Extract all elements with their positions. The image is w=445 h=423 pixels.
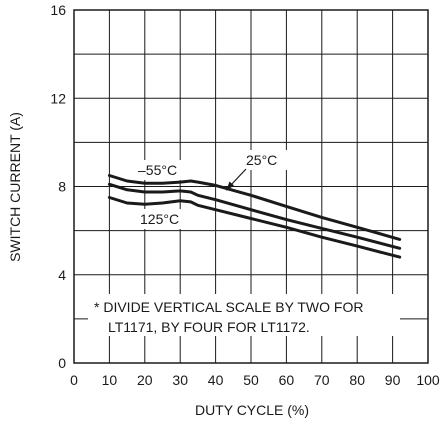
x-tick-label: 90 bbox=[385, 372, 401, 388]
leader-arrowhead-25 bbox=[226, 181, 234, 191]
x-tick-label: 50 bbox=[243, 372, 259, 388]
note-bg bbox=[88, 294, 400, 336]
series-label-minus55: –55°C bbox=[138, 162, 177, 178]
y-tick-label: 12 bbox=[50, 90, 66, 106]
series-line-0 bbox=[107, 174, 402, 241]
series-line-1 bbox=[107, 182, 402, 250]
plot-frame bbox=[73, 9, 429, 364]
annotations: –55°C 25°C 125°C * DIVIDE VERTICAL SCALE… bbox=[88, 150, 400, 336]
leader-line-25 bbox=[229, 168, 247, 187]
x-tick-label: 80 bbox=[349, 372, 365, 388]
series-group bbox=[107, 174, 402, 259]
note-line-2: LT1171, BY FOUR FOR LT1172. bbox=[108, 319, 310, 335]
x-tick-label: 40 bbox=[208, 372, 224, 388]
x-axis-label: DUTY CYCLE (%) bbox=[195, 402, 309, 418]
x-tick-label: 60 bbox=[279, 372, 295, 388]
x-tick-label: 70 bbox=[314, 372, 330, 388]
x-tick-label: 10 bbox=[102, 372, 118, 388]
y-tick-label: 16 bbox=[50, 2, 66, 18]
y-axis-label: SWITCH CURRENT (A) bbox=[7, 112, 23, 262]
x-tick-label: 30 bbox=[172, 372, 188, 388]
y-tick-label: 4 bbox=[58, 267, 66, 283]
series-line-2 bbox=[107, 196, 402, 259]
y-tick-label: 0 bbox=[58, 355, 66, 371]
label-bg-125 bbox=[139, 209, 192, 229]
x-tick-label: 0 bbox=[70, 372, 78, 388]
label-bg-minus55 bbox=[137, 160, 185, 180]
x-tick-label: 20 bbox=[137, 372, 153, 388]
note-line-1: * DIVIDE VERTICAL SCALE BY TWO FOR bbox=[94, 299, 363, 315]
tick-labels: 0 10 20 30 40 50 60 70 80 90 100 0 4 8 12 16 bbox=[50, 2, 439, 388]
series-label-125: 125°C bbox=[140, 211, 179, 227]
x-tick-label: 100 bbox=[416, 372, 440, 388]
label-bg-25 bbox=[245, 150, 289, 170]
series-label-25: 25°C bbox=[246, 152, 277, 168]
y-tick-label: 8 bbox=[58, 179, 66, 195]
